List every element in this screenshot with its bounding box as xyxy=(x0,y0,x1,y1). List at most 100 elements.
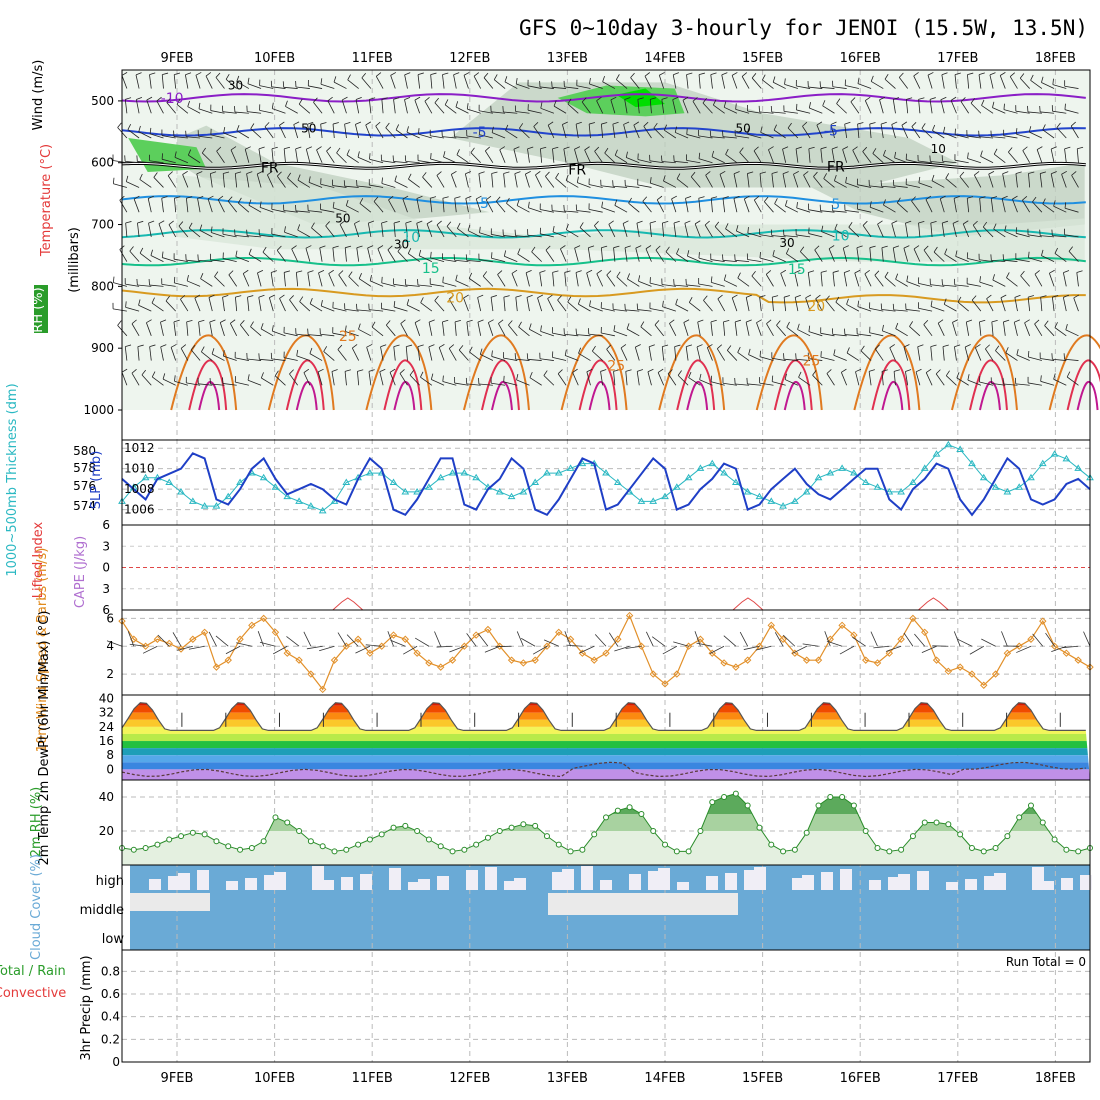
wind-barb-flag xyxy=(747,128,749,135)
wind-barb xyxy=(388,199,396,213)
wind-barb-flag xyxy=(642,196,648,202)
wind-barb xyxy=(457,228,469,238)
thickness-line-marker xyxy=(814,473,823,481)
rh-marker xyxy=(721,794,728,800)
wind-barb-flag xyxy=(326,146,332,152)
wind-barb xyxy=(417,160,432,164)
wind-barb-flag xyxy=(854,269,861,274)
wind-barb xyxy=(638,280,652,287)
cloud-middle-gap xyxy=(130,893,210,911)
wind-barb-flag xyxy=(217,195,224,201)
wind-barb-flag xyxy=(943,126,946,133)
ylabel-rh: RH (%) xyxy=(31,287,46,332)
wind-barb xyxy=(823,178,835,188)
wind-barb-flag xyxy=(513,146,520,150)
cloud-high-gap xyxy=(408,882,420,890)
wind-barb-flag xyxy=(915,368,922,373)
wind-barb xyxy=(759,173,762,188)
wind-barb-flag xyxy=(1054,322,1058,328)
wind-speed-marker xyxy=(862,656,870,664)
wind-barb-flag xyxy=(148,220,155,224)
wind-barb-flag xyxy=(316,146,322,151)
wind-barb xyxy=(898,77,908,89)
wind-barb xyxy=(113,282,127,287)
wind-barb xyxy=(532,645,548,655)
wind-barb xyxy=(710,321,713,336)
thickness-line-marker xyxy=(909,478,917,485)
contour-label: FR xyxy=(568,163,586,179)
wind-barb-flag xyxy=(320,122,327,125)
wind-barb xyxy=(755,645,772,651)
wind-barb-flag xyxy=(299,296,304,302)
wind-barb xyxy=(649,99,652,114)
wind-barb xyxy=(146,322,152,336)
wind-barb xyxy=(195,75,201,89)
rh-marker xyxy=(909,833,916,840)
wind-barb-flag xyxy=(1003,319,1010,323)
wind-barb xyxy=(667,373,677,386)
wind-barb xyxy=(808,233,823,238)
wind-barb xyxy=(235,357,249,361)
temp-band xyxy=(122,733,1090,742)
wind-barb-flag xyxy=(162,72,169,75)
wind-barb xyxy=(630,77,640,89)
wind-barb xyxy=(127,631,135,647)
wind-speed-marker xyxy=(696,635,705,643)
wind-barb xyxy=(662,645,678,655)
wind-barb-flag xyxy=(319,245,326,249)
wind-barb xyxy=(673,641,689,647)
wind-barb xyxy=(896,202,908,213)
wind-barb-flag xyxy=(673,72,680,76)
wind-barb xyxy=(881,247,884,262)
wind-speed-marker xyxy=(708,649,716,657)
wind-barb-flag xyxy=(381,97,388,100)
wind-barb-flag xyxy=(816,121,823,126)
wind-barb xyxy=(381,160,396,164)
wind-barb xyxy=(531,251,542,262)
wind-barb-flag xyxy=(1063,270,1070,274)
wind-barb xyxy=(714,226,725,238)
wind-barb xyxy=(222,173,225,188)
wind-barb xyxy=(211,232,225,238)
wind-barb-flag xyxy=(336,147,341,154)
wind-barb-flag xyxy=(1027,350,1030,358)
wind-barb xyxy=(1041,255,1055,262)
wind-barb-flag xyxy=(220,319,226,323)
wind-barb xyxy=(436,645,453,648)
wind-barb xyxy=(1003,383,1018,386)
panel-frame xyxy=(121,949,1091,1063)
wind-barb-flag xyxy=(971,295,977,301)
wind-barb-flag xyxy=(980,150,983,157)
wind-barb xyxy=(1040,111,1055,114)
wind-barb xyxy=(149,160,164,164)
wind-barb xyxy=(1052,84,1067,89)
wind-barb-flag xyxy=(257,171,263,175)
wind-barb-flag xyxy=(205,72,212,77)
wind-barb xyxy=(351,347,360,361)
wind-barb xyxy=(921,128,933,139)
wind-barb-flag xyxy=(857,122,864,125)
wind-barb-flag xyxy=(974,171,980,176)
thickness-tick-label: 580 xyxy=(73,444,96,458)
wind-barb xyxy=(747,383,762,386)
wind-barb-flag xyxy=(167,171,173,176)
wind-barb-flag xyxy=(699,373,702,380)
wind-barb-flag xyxy=(540,102,543,109)
wind-barb-flag xyxy=(685,195,692,199)
wind-barb-flag xyxy=(637,97,644,100)
wind-barb xyxy=(428,322,433,336)
wind-barb-flag xyxy=(259,201,262,208)
wind-barb xyxy=(843,272,848,287)
wind-barb xyxy=(516,83,530,89)
wind-barb-flag xyxy=(307,121,314,125)
wind-barb-flag xyxy=(925,195,932,200)
wind-barb-flag xyxy=(614,199,618,206)
wind-barb xyxy=(574,149,579,163)
rh-marker xyxy=(768,841,775,848)
wind-barb-flag xyxy=(535,171,541,176)
wind-barb xyxy=(525,272,530,287)
wind-barb xyxy=(477,297,482,312)
wind-barb-flag xyxy=(371,321,376,328)
wind-barb xyxy=(1005,352,1018,361)
wind-barb xyxy=(783,110,798,114)
